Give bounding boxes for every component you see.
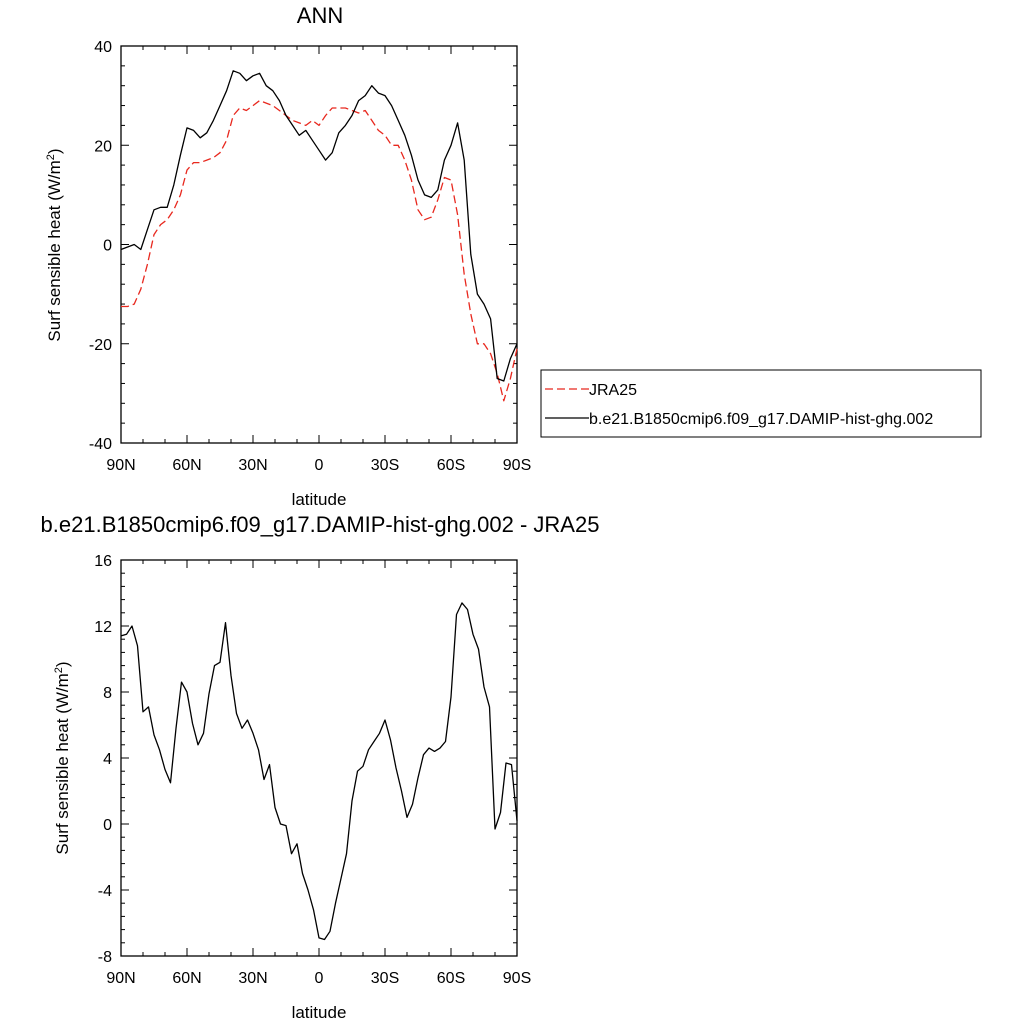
x-tick-label: 90S xyxy=(503,457,531,474)
y-tick-label: 12 xyxy=(94,619,112,636)
x-tick-label: 30S xyxy=(371,457,399,474)
top-y-ticks: -40 -20 0 20 40 xyxy=(89,39,517,453)
top-y-axis-label: Surf sensible heat (W/m2) xyxy=(45,148,64,341)
bottom-panel: b.e21.B1850cmip6.f09_g17.DAMIP-hist-ghg.… xyxy=(41,512,600,1022)
x-tick-label: 60S xyxy=(437,457,465,474)
y-tick-label: 8 xyxy=(103,685,112,702)
y-tick-label: -40 xyxy=(89,436,112,453)
legend-box xyxy=(540,369,982,438)
y-tick-label: -4 xyxy=(98,883,112,900)
x-tick-label: 90N xyxy=(106,970,135,987)
legend-label-jra25: JRA25 xyxy=(589,382,637,399)
y-tick-label: 4 xyxy=(103,751,112,768)
x-tick-label: 30N xyxy=(238,970,267,987)
x-tick-label: 90S xyxy=(503,970,531,987)
x-tick-label: 60N xyxy=(172,457,201,474)
bottom-x-axis-label: latitude xyxy=(292,1003,347,1022)
bottom-series xyxy=(120,602,518,941)
bottom-y-axis-label: Surf sensible heat (W/m2) xyxy=(53,661,72,854)
x-tick-label: 30N xyxy=(238,457,267,474)
x-tick-label: 0 xyxy=(315,457,324,474)
x-tick-label: 60N xyxy=(172,970,201,987)
x-tick-label: 0 xyxy=(315,970,324,987)
bottom-x-ticks: 90N 60N 30N 0 30S 60S 90S xyxy=(106,560,531,987)
series-line-model xyxy=(120,70,518,382)
bottom-plot-frame xyxy=(120,559,518,957)
top-series xyxy=(120,70,518,402)
bottom-y-ticks: -8 -4 0 4 8 12 16 xyxy=(94,553,517,966)
y-tick-label: 20 xyxy=(94,138,112,155)
x-tick-label: 90N xyxy=(106,457,135,474)
top-chart-title: ANN xyxy=(297,3,343,28)
series-line-jra25 xyxy=(121,99,518,402)
y-tick-label: 0 xyxy=(103,817,112,834)
x-tick-label: 30S xyxy=(371,970,399,987)
bottom-chart-title: b.e21.B1850cmip6.f09_g17.DAMIP-hist-ghg.… xyxy=(41,512,600,537)
legend-label-model: b.e21.B1850cmip6.f09_g17.DAMIP-hist-ghg.… xyxy=(589,411,933,428)
y-tick-label: 40 xyxy=(94,39,112,56)
y-tick-label: -20 xyxy=(89,337,112,354)
y-tick-label: 0 xyxy=(103,238,112,255)
y-tick-label: -8 xyxy=(98,949,112,966)
top-x-ticks: 90N 60N 30N 0 30S 60S 90S xyxy=(106,46,531,474)
legend: JRA25 b.e21.B1850cmip6.f09_g17.DAMIP-his… xyxy=(540,369,982,438)
y-tick-label: 16 xyxy=(94,553,112,570)
top-x-axis-label: latitude xyxy=(292,490,347,509)
top-panel: ANN -40 -20 0 20 40 90N 60N 30N 0 30S 60S 90S lati… xyxy=(45,3,982,509)
top-plot-frame xyxy=(120,45,518,444)
series-line-model xyxy=(120,602,518,941)
x-tick-label: 60S xyxy=(437,970,465,987)
